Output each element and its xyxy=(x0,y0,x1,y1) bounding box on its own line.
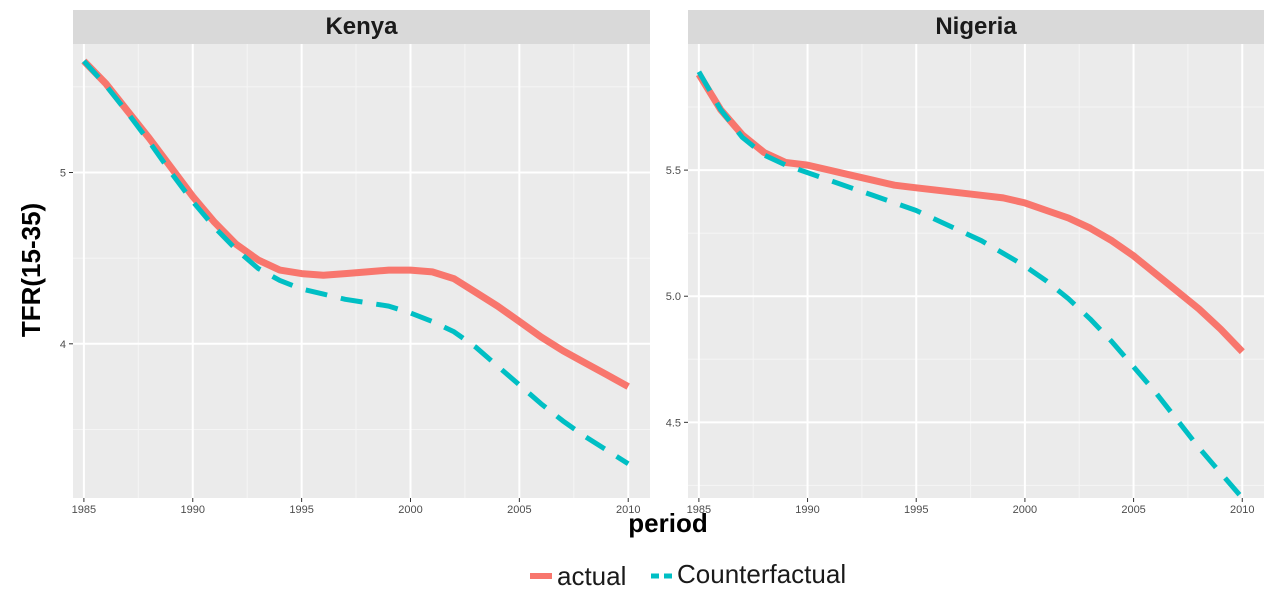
y-axis-title: TFR(15-35) xyxy=(16,203,46,337)
x-tick-label: 2010 xyxy=(616,504,640,516)
x-tick-label: 1995 xyxy=(904,504,928,516)
panel-kenya: Kenya 1985 1990 1995 2000 2005 2010 4 5 xyxy=(60,10,650,516)
x-tick-label: 1990 xyxy=(181,504,205,516)
x-tick-label: 2005 xyxy=(1121,504,1145,516)
facet-strip xyxy=(688,10,1264,44)
facet-title: Nigeria xyxy=(935,13,1017,40)
x-axis-title: period xyxy=(628,508,707,538)
panel-nigeria: Nigeria 1985 1990 1995 2000 2005 2010 4.5 5.0 5.5 xyxy=(666,10,1264,516)
x-tick-label: 1985 xyxy=(72,504,96,516)
chart-panels: Kenya 1985 1990 1995 2000 2005 2010 4 5 Nigeria 19… xyxy=(60,10,1264,516)
series-line-counterfactual xyxy=(82,59,630,466)
panel-background xyxy=(688,44,1264,498)
x-tick-label: 2010 xyxy=(1230,504,1254,516)
x-tick-label: 1985 xyxy=(687,504,711,516)
x-tick-label: 2000 xyxy=(1013,504,1037,516)
y-tick-label: 5 xyxy=(60,167,66,179)
y-tick-label: 4.5 xyxy=(666,417,681,429)
y-tick-label: 5.5 xyxy=(666,165,681,177)
legend-label-counterfactual: Counterfactual xyxy=(677,559,846,589)
series-line-actual xyxy=(81,58,630,390)
x-tick-label: 1990 xyxy=(795,504,819,516)
facet-strip xyxy=(73,10,650,44)
series-line-actual xyxy=(695,72,1245,355)
x-tick-label: 1995 xyxy=(289,504,313,516)
legend: actual Counterfactual xyxy=(530,559,846,590)
facet-title: Kenya xyxy=(325,13,398,40)
x-tick-label: 2005 xyxy=(507,504,531,516)
series-line-counterfactual xyxy=(696,70,1245,500)
legend-label-actual: actual xyxy=(557,561,626,590)
y-tick-label: 5.0 xyxy=(666,291,681,303)
y-tick-label: 4 xyxy=(60,339,66,351)
x-tick-label: 2000 xyxy=(398,504,422,516)
